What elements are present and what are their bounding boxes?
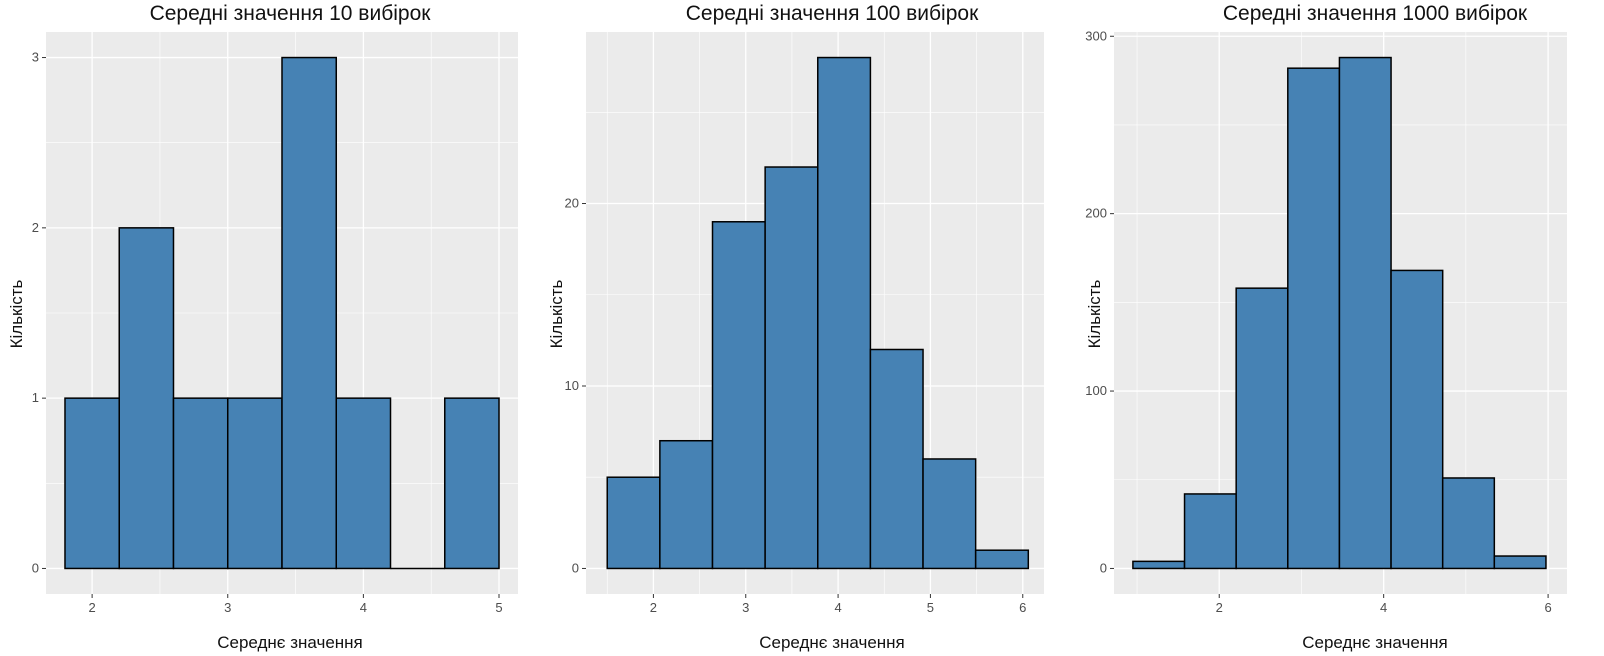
x-axis-label: Середнє значення — [1302, 633, 1448, 652]
histogram-1000-samples: 2 4 6 0 100 200 300 Середні значення 1000 вибір… — [1085, 2, 1567, 652]
x-tick-label: 6 — [1019, 600, 1026, 615]
histogram-bar — [1441, 477, 1496, 570]
histogram-bar — [922, 458, 977, 570]
histogram-bar — [1235, 287, 1289, 570]
plot-area: 2 3 4 5 6 0 10 20 — [565, 32, 1044, 615]
x-tick-label: 2 — [88, 600, 95, 615]
histogram-bar — [1390, 269, 1444, 570]
y-tick-label: 100 — [1085, 383, 1107, 398]
histogram-bar — [1493, 555, 1547, 570]
y-tick-label: 0 — [1100, 560, 1107, 575]
histogram-bar — [1132, 560, 1186, 570]
y-tick-label: 300 — [1085, 28, 1107, 43]
y-axis-label: Кількість — [7, 279, 26, 348]
x-tick-label: 6 — [1544, 600, 1551, 615]
histogram-bar — [335, 397, 392, 570]
y-tick-label: 0 — [32, 560, 39, 575]
x-tick-label: 5 — [927, 600, 934, 615]
histogram-bar — [281, 56, 338, 570]
histogram-bar — [226, 397, 283, 570]
y-tick-label: 2 — [32, 220, 39, 235]
histogram-100-samples: 2 3 4 5 6 0 10 20 Середні значення 100 вибірок С… — [547, 2, 1044, 652]
histogram-bar — [606, 476, 661, 570]
histogram-bar — [444, 397, 500, 570]
histogram-bar — [118, 227, 175, 570]
x-tick-label: 5 — [495, 600, 502, 615]
plot-area: 2 4 6 0 100 200 300 — [1085, 28, 1567, 615]
y-axis-label: Кількість — [547, 279, 566, 348]
y-axis-label: Кількість — [1085, 279, 1104, 348]
histogram-bar — [869, 348, 924, 570]
y-tick-label: 10 — [565, 378, 579, 393]
histogram-bar — [172, 397, 229, 570]
histogram-bar — [64, 397, 120, 570]
histogram-bar — [711, 221, 766, 570]
histogram-bar — [974, 549, 1030, 570]
chart-title: Середні значення 10 вибірок — [150, 2, 432, 25]
y-tick-label: 200 — [1085, 206, 1107, 221]
x-tick-label: 4 — [834, 600, 841, 615]
x-tick-label: 4 — [360, 600, 367, 615]
y-tick-label: 3 — [32, 50, 39, 65]
x-tick-label: 2 — [650, 600, 657, 615]
chart-title: Середні значення 100 вибірок — [686, 2, 979, 25]
y-tick-label: 20 — [565, 196, 579, 211]
y-tick-label: 0 — [572, 560, 579, 575]
x-tick-label: 3 — [224, 600, 231, 615]
histogram-bar — [817, 56, 872, 570]
x-tick-label: 3 — [742, 600, 749, 615]
histogram-bar — [1183, 493, 1237, 570]
x-axis-label: Середнє значення — [217, 633, 363, 652]
y-tick-label: 1 — [32, 390, 39, 405]
histogram-bar — [1287, 67, 1341, 570]
x-tick-label: 2 — [1216, 600, 1223, 615]
histogram-bar — [659, 439, 714, 570]
histogram-bar — [1338, 56, 1392, 570]
histogram-10-samples: 2 3 4 5 0 1 2 3 Середні значення 10 вибірок Сере… — [7, 2, 518, 652]
x-tick-label: 4 — [1380, 600, 1387, 615]
plot-area: 2 3 4 5 0 1 2 3 — [32, 32, 518, 615]
x-axis-label: Середнє значення — [759, 633, 905, 652]
histogram-bar — [764, 166, 819, 570]
chart-title: Середні значення 1000 вибірок — [1223, 2, 1528, 25]
